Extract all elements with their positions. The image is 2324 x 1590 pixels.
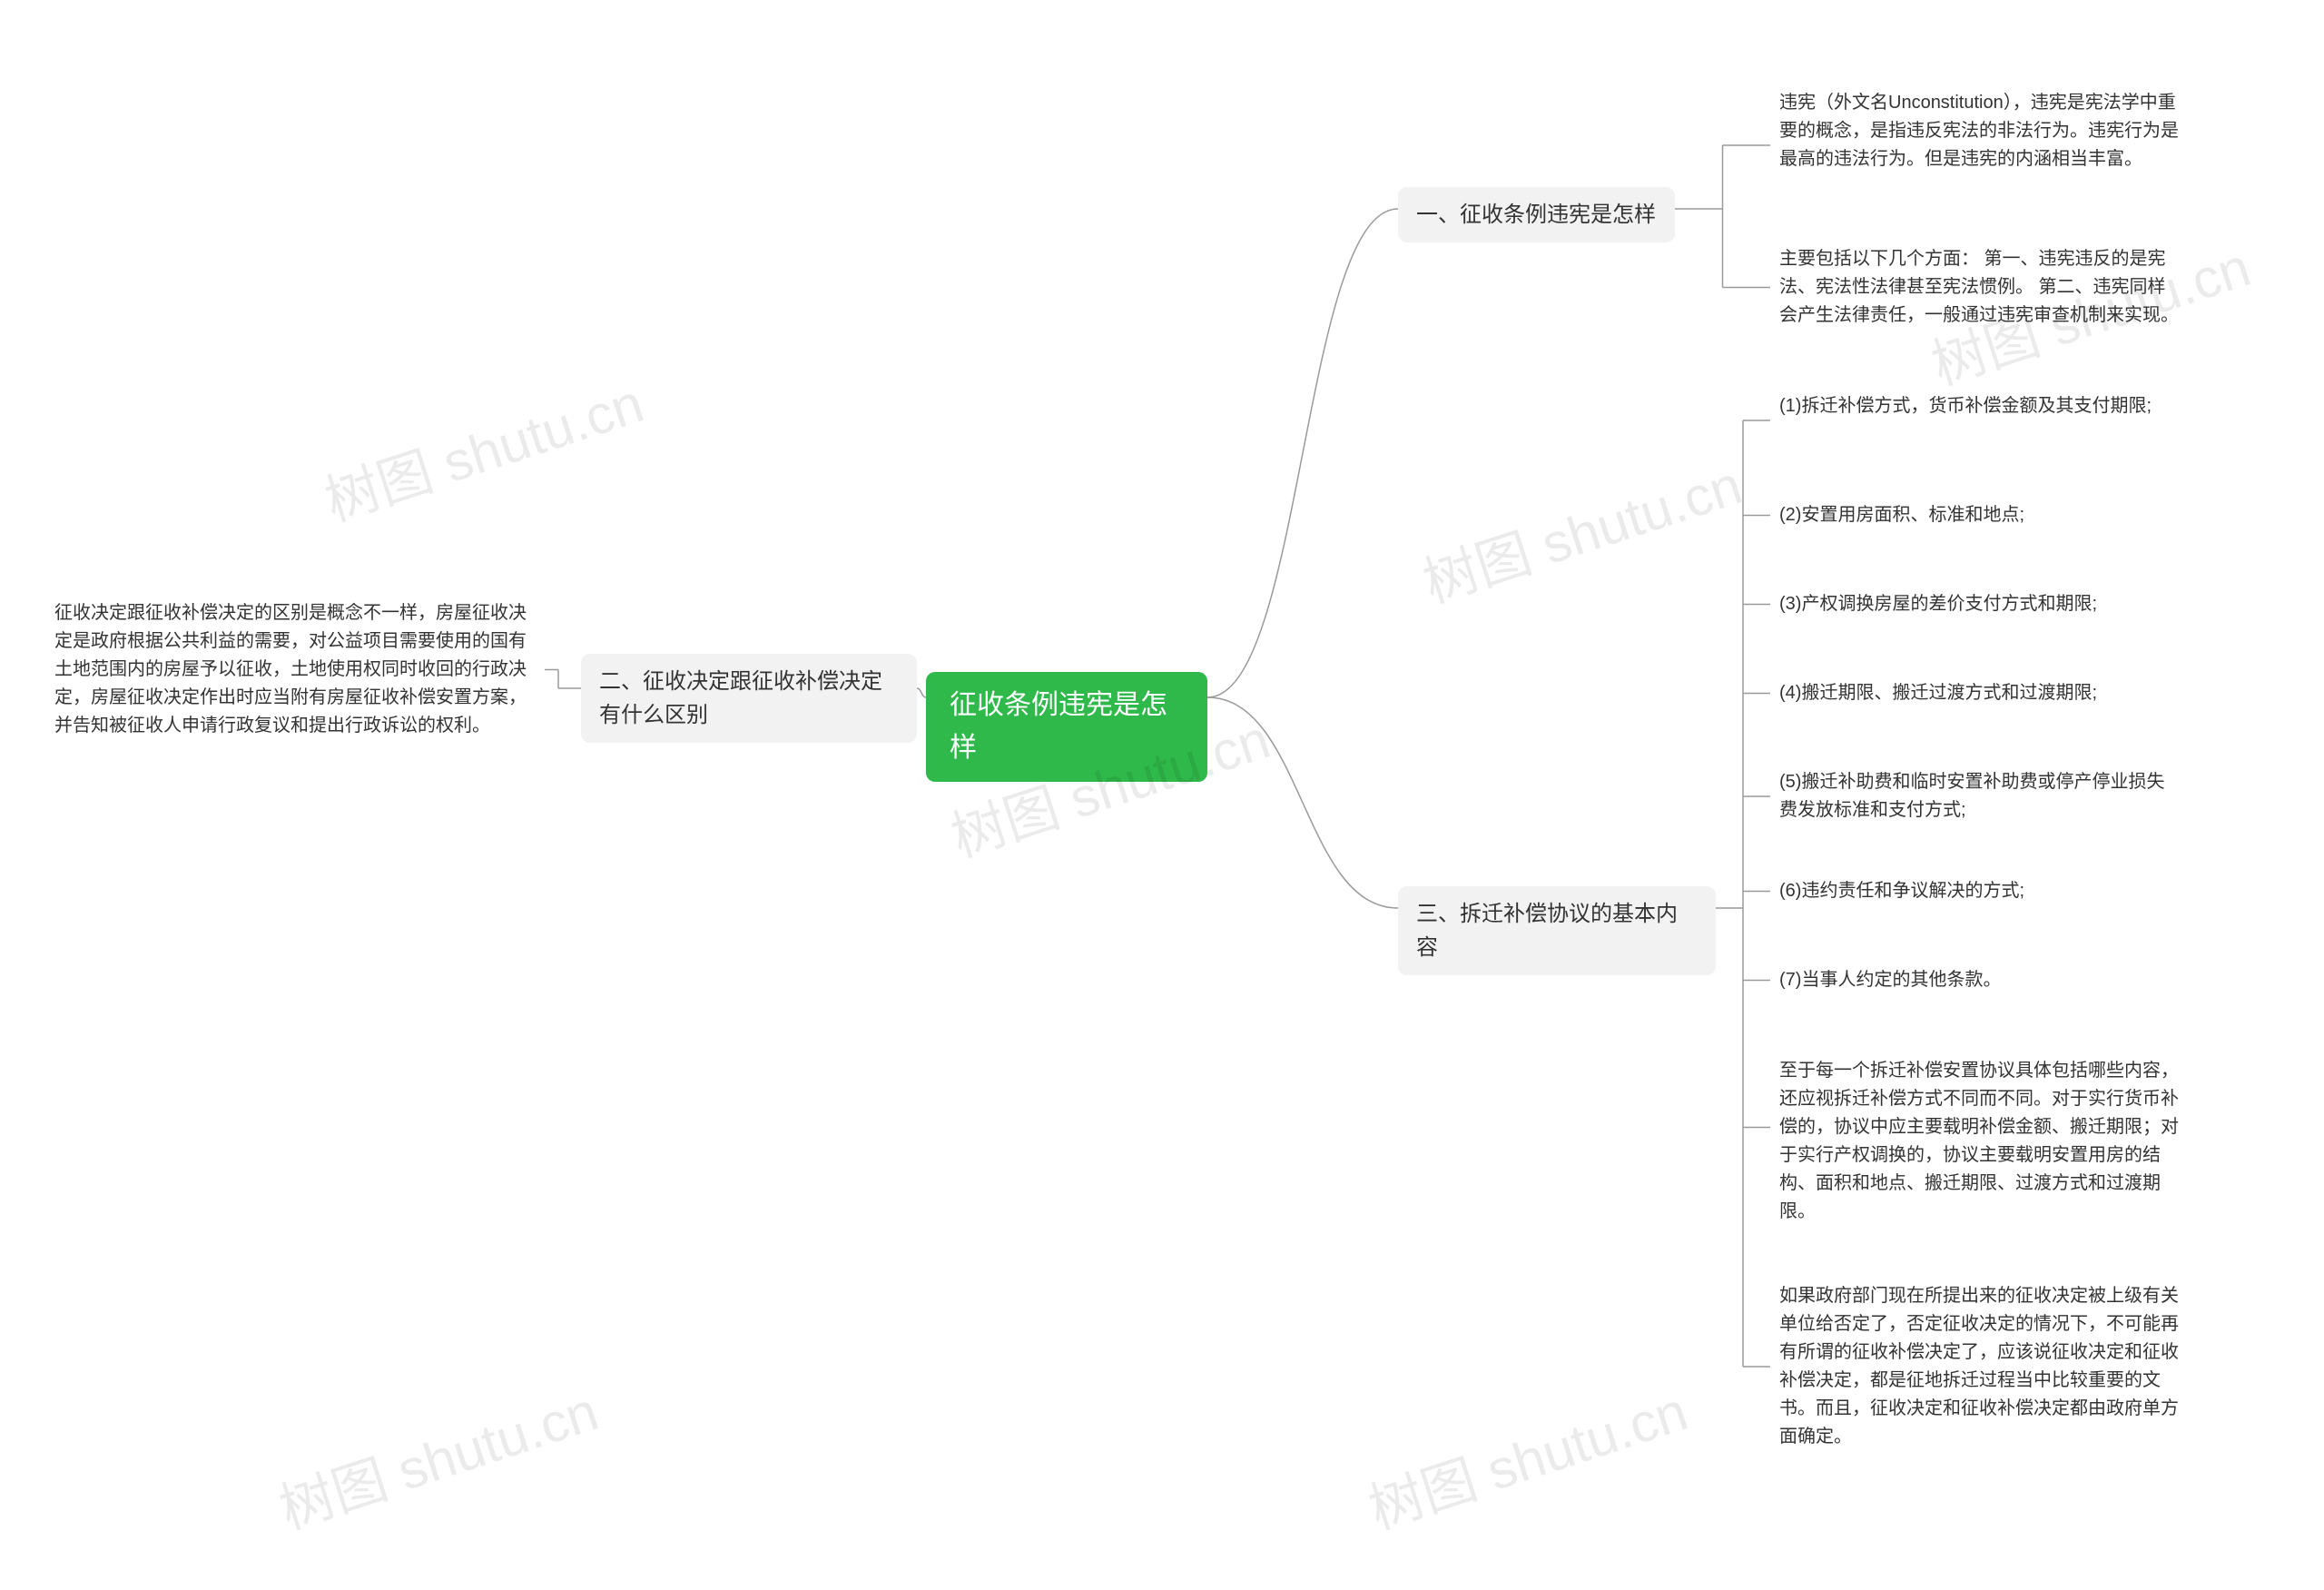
- branch-3-leaf-4: (4)搬迁期限、搬迁过渡方式和过渡期限;: [1779, 679, 2179, 707]
- branch-3-leaf-7: (7)当事人约定的其他条款。: [1779, 966, 2179, 994]
- branch-3-leaf-3: (3)产权调换房屋的差价支付方式和期限;: [1779, 590, 2179, 618]
- watermark: 树图 shutu.cn: [1357, 1368, 1696, 1545]
- branch-2-label: 二、征收决定跟征收补偿决定有什么区别: [599, 669, 882, 727]
- branch-1: 一、征收条例违宪是怎样: [1398, 187, 1675, 242]
- branch-3-label: 三、拆迁补偿协议的基本内容: [1416, 902, 1678, 960]
- branch-3-leaf-2: (2)安置用房面积、标准和地点;: [1779, 501, 2179, 529]
- branch-2: 二、征收决定跟征收补偿决定有什么区别: [581, 654, 917, 743]
- branch-1-leaf-1: 违宪（外文名Unconstitution），违宪是宪法学中重要的概念，是指违反宪…: [1779, 89, 2179, 173]
- watermark: 树图 shutu.cn: [268, 1368, 606, 1545]
- branch-3-leaf-1: (1)拆迁补偿方式，货币补偿金额及其支付期限;: [1779, 392, 2179, 420]
- branch-1-label: 一、征收条例违宪是怎样: [1416, 202, 1656, 227]
- branch-3-leaf-8: 至于每一个拆迁补偿安置协议具体包括哪些内容，还应视拆迁补偿方式不同而不同。对于实…: [1779, 1057, 2179, 1226]
- branch-3: 三、拆迁补偿协议的基本内容: [1398, 886, 1716, 975]
- branch-3-leaf-5: (5)搬迁补助费和临时安置补助费或停产停业损失费发放标准和支付方式;: [1779, 768, 2179, 825]
- watermark: 树图 shutu.cn: [1412, 441, 1750, 618]
- branch-3-leaf-9: 如果政府部门现在所提出来的征收决定被上级有关单位给否定了，否定征收决定的情况下，…: [1779, 1282, 2179, 1451]
- watermark: 树图 shutu.cn: [313, 360, 652, 537]
- branch-2-leaf-1: 征收决定跟征收补偿决定的区别是概念不一样，房屋征收决定是政府根据公共利益的需要，…: [54, 599, 536, 740]
- root-node: 征收条例违宪是怎样: [926, 672, 1207, 782]
- branch-3-leaf-6: (6)违约责任和争议解决的方式;: [1779, 877, 2179, 905]
- branch-1-leaf-2: 主要包括以下几个方面： 第一、违宪违反的是宪法、宪法性法律甚至宪法惯例。 第二、…: [1779, 245, 2179, 330]
- root-label: 征收条例违宪是怎样: [950, 690, 1167, 763]
